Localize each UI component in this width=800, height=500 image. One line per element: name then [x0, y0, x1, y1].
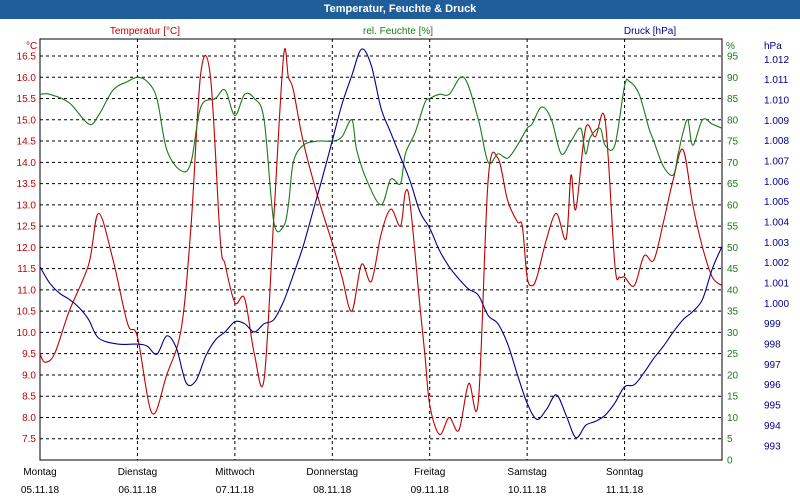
- humidity-tick-label: 85: [727, 94, 739, 105]
- temperature-tick-label: 7.5: [22, 434, 36, 445]
- pressure-tick-label: 1.008: [764, 136, 789, 147]
- pressure-tick-label: 999: [764, 319, 781, 330]
- pressure-tick-label: 1.005: [764, 197, 789, 208]
- humidity-tick-label: 20: [727, 370, 739, 381]
- x-tick-day: Sonntag: [606, 467, 643, 478]
- temperature-tick-label: 13.0: [17, 200, 37, 211]
- humidity-tick-label: 70: [727, 158, 739, 169]
- legend-humidity: rel. Feuchte [%]: [363, 26, 433, 37]
- temperature-tick-label: 12.0: [17, 243, 37, 254]
- temperature-tick-label: 15.5: [17, 94, 37, 105]
- pressure-tick-label: 1.011: [764, 75, 789, 86]
- humidity-tick-label: 5: [727, 434, 733, 445]
- humidity-unit-label: %: [726, 41, 735, 52]
- temperature-tick-label: 8.0: [22, 413, 36, 424]
- chart: Montag05.11.18Dienstag06.11.18Mittwoch07…: [17, 26, 790, 496]
- humidity-tick-label: 65: [727, 179, 739, 190]
- legend-temperature: Temperatur [°C]: [110, 26, 180, 37]
- legend: Temperatur [°C] rel. Feuchte [%] Druck […: [110, 26, 676, 37]
- x-tick-day: Dienstag: [118, 467, 157, 478]
- x-tick-date: 08.11.18: [313, 485, 352, 496]
- legend-pressure: Druck [hPa]: [624, 26, 676, 37]
- temperature-tick-label: 8.5: [22, 392, 36, 403]
- humidity-tick-label: 15: [727, 392, 739, 403]
- humidity-tick-label: 75: [727, 137, 739, 148]
- temperature-tick-label: 14.5: [17, 137, 37, 148]
- pressure-tick-label: 1.010: [764, 96, 789, 107]
- pressure-tick-label: 1.007: [764, 157, 789, 168]
- temperature-tick-label: 11.5: [17, 264, 36, 275]
- pressure-tick-label: 995: [764, 401, 781, 412]
- humidity-tick-label: 55: [727, 222, 739, 233]
- temperature-unit-label: °C: [26, 41, 37, 52]
- x-tick-day: Mittwoch: [215, 467, 254, 478]
- humidity-tick-label: 25: [727, 349, 739, 360]
- humidity-tick-label: 95: [727, 52, 739, 63]
- pressure-tick-label: 1.012: [764, 55, 789, 66]
- temperature-tick-label: 13.5: [17, 179, 37, 190]
- x-tick-date: 09.11.18: [411, 485, 450, 496]
- grid: [40, 39, 722, 460]
- humidity-tick-label: 50: [727, 243, 739, 254]
- temperature-line: [39, 48, 723, 436]
- pressure-tick-label: 1.004: [764, 218, 789, 229]
- humidity-tick-label: 10: [727, 413, 739, 424]
- x-tick-day: Samstag: [507, 467, 546, 478]
- x-tick-date: 06.11.18: [118, 485, 157, 496]
- x-tick-day: Montag: [23, 467, 56, 478]
- pressure-tick-label: 1.002: [764, 258, 789, 269]
- temperature-tick-label: 16.5: [17, 52, 37, 63]
- pressure-tick-label: 994: [764, 421, 781, 432]
- pressure-tick-label: 1.006: [764, 177, 789, 188]
- temperature-tick-label: 9.0: [22, 370, 36, 381]
- humidity-line: [39, 76, 723, 233]
- pressure-tick-label: 1.003: [764, 238, 789, 249]
- pressure-unit-label: hPa: [764, 41, 782, 52]
- pressure-tick-label: 1.000: [764, 299, 789, 310]
- x-tick-day: Donnerstag: [306, 467, 358, 478]
- humidity-tick-label: 60: [727, 200, 739, 211]
- pressure-tick-label: 993: [764, 441, 781, 452]
- window-title: Temperatur, Feuchte & Druck: [0, 0, 800, 19]
- humidity-tick-label: 80: [727, 115, 739, 126]
- pressure-tick-label: 1.001: [764, 279, 789, 290]
- x-tick-date: 07.11.18: [216, 485, 255, 496]
- axis-ticks: Montag05.11.18Dienstag06.11.18Mittwoch07…: [17, 52, 790, 496]
- pressure-tick-label: 998: [764, 340, 781, 351]
- temperature-tick-label: 15.0: [17, 115, 37, 126]
- humidity-tick-label: 90: [727, 73, 739, 84]
- humidity-tick-label: 45: [727, 264, 739, 275]
- humidity-tick-label: 40: [727, 285, 739, 296]
- humidity-tick-label: 30: [727, 328, 739, 339]
- pressure-line: [39, 48, 723, 439]
- pressure-tick-label: 996: [764, 380, 781, 391]
- temperature-tick-label: 12.5: [17, 222, 37, 233]
- temperature-tick-label: 9.5: [22, 349, 36, 360]
- series-lines: [39, 48, 723, 439]
- temperature-tick-label: 11.0: [17, 285, 36, 296]
- plot-frame: [39, 38, 723, 461]
- pressure-tick-label: 1.009: [764, 116, 789, 127]
- temperature-tick-label: 10.0: [17, 328, 37, 339]
- x-tick-date: 11.11.18: [606, 485, 644, 496]
- pressure-tick-label: 997: [764, 360, 781, 371]
- temperature-tick-label: 10.5: [17, 307, 37, 318]
- x-tick-date: 10.11.18: [508, 485, 547, 496]
- x-tick-date: 05.11.18: [21, 485, 60, 496]
- temperature-tick-label: 14.0: [17, 158, 37, 169]
- x-tick-day: Freitag: [414, 467, 445, 478]
- humidity-tick-label: 0: [727, 456, 733, 467]
- humidity-tick-label: 35: [727, 307, 739, 318]
- temperature-tick-label: 16.0: [17, 73, 37, 84]
